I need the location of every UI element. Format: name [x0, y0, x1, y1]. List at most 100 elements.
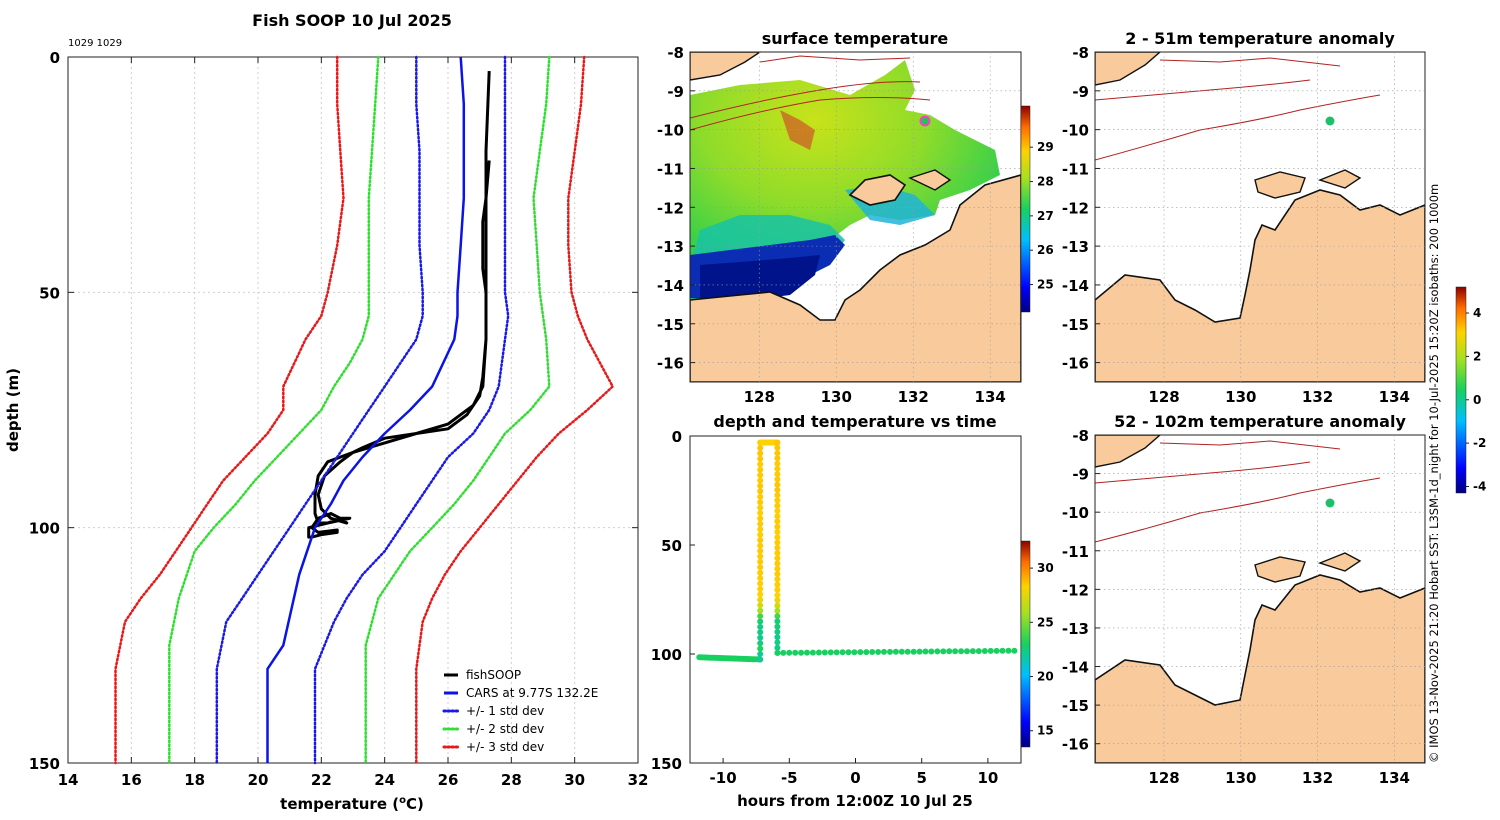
profile-xtick-label: 28 [501, 771, 522, 789]
dt-point [863, 649, 870, 656]
map-ytick-label: -16 [657, 355, 684, 373]
map-ytick-label: -14 [657, 277, 684, 295]
sst-colorbar-tick-label: 26 [1037, 243, 1054, 257]
dt-point [757, 482, 764, 489]
dt-point [774, 497, 781, 504]
dt-point [934, 648, 941, 655]
dt-point [981, 648, 988, 654]
sst-colorbar-tick-label: 27 [1037, 209, 1054, 223]
map-ytick-label: -14 [1062, 659, 1089, 677]
dt-point [757, 520, 764, 527]
map-ytick-label: -14 [1062, 277, 1089, 295]
map-xtick-label: 132 [898, 388, 929, 406]
sst-isobath [690, 97, 931, 131]
dt-point [916, 648, 923, 655]
map-xtick-label: 134 [975, 388, 1006, 406]
map-ytick-label: -15 [1062, 316, 1089, 334]
dt-point [774, 486, 781, 493]
profile-xtick-label: 30 [564, 771, 585, 789]
dt-point [757, 623, 764, 630]
map-ytick-label: -11 [657, 160, 684, 178]
dt-point [774, 544, 781, 551]
copyright-note: © IMOS 13-Nov-2025 21:20 Hobart SST: L3S… [1427, 184, 1441, 763]
anom1-cast-marker [1325, 116, 1335, 126]
map-ytick-label: -12 [1062, 199, 1089, 217]
map-ytick-label: -11 [1062, 543, 1089, 561]
profile-series [114, 55, 614, 765]
anom1-title: 2 - 51m temperature anomaly [1125, 29, 1395, 48]
anomaly-colorbar-tick-label: -2 [1473, 436, 1486, 450]
dt-point [757, 542, 764, 549]
sst-field [690, 52, 1021, 382]
dt-point [757, 607, 764, 614]
map-ytick-label: -10 [1062, 122, 1089, 140]
legend-label: +/- 1 std dev [466, 704, 544, 718]
dt-ytick-label: 50 [661, 537, 682, 555]
dt-point [774, 623, 781, 630]
map-xtick-label: 132 [1302, 769, 1333, 787]
dt-point [809, 649, 816, 656]
dt-point [839, 649, 846, 656]
dt-point [952, 648, 959, 655]
map-xtick-label: 130 [821, 388, 852, 406]
dt-point [774, 571, 781, 577]
map-xtick-label: 130 [1225, 388, 1256, 406]
map-ytick-label: -9 [1072, 466, 1089, 484]
dt-point [757, 526, 764, 533]
map-ytick-label: -11 [1062, 160, 1089, 178]
anomaly-colorbar-tick-label: 4 [1473, 306, 1481, 320]
map-ytick-label: -10 [657, 122, 684, 140]
legend-label: fishSOOP [466, 668, 521, 682]
dt-point [774, 592, 781, 599]
dt-point [774, 550, 781, 556]
map-xtick-label: 130 [1225, 769, 1256, 787]
series-std1 [215, 55, 424, 765]
dt-title: depth and temperature vs time [713, 412, 996, 431]
profile-ylabel: depth (m) [4, 368, 22, 452]
dt-point [757, 640, 764, 647]
profile-subtitle: 1029 1029 [68, 38, 122, 49]
map-xtick-label: 134 [1379, 388, 1410, 406]
anom2-cast-marker [1325, 498, 1335, 508]
dt-point [999, 647, 1006, 654]
dt-point [774, 576, 781, 583]
dt-point [833, 649, 840, 656]
dt-point [804, 649, 810, 656]
series-std2 [168, 55, 380, 765]
dt-point [1011, 647, 1018, 654]
map-xtick-label: 134 [1379, 769, 1410, 787]
dt-point [969, 648, 976, 655]
map-ytick-label: -13 [1062, 238, 1089, 256]
dt-point [774, 455, 781, 462]
dt-point [757, 591, 764, 598]
dt-point [774, 618, 781, 625]
dt-point [757, 575, 764, 582]
dt-ytick-label: 100 [651, 646, 682, 664]
anom1-field [1095, 52, 1425, 382]
dt-point [757, 488, 764, 495]
anomaly-colorbar-tick-label: -4 [1473, 479, 1486, 493]
dt-series [696, 439, 1018, 663]
profile-xlabel-degree: o [399, 795, 406, 806]
legend-label: +/- 3 std dev [466, 740, 544, 754]
dt-point [774, 613, 781, 620]
series-fishsoop [307, 71, 491, 539]
dt-point [757, 618, 764, 625]
dt-point [757, 580, 764, 587]
dt-point [774, 644, 781, 651]
anom2-title: 52 - 102m temperature anomaly [1114, 412, 1406, 431]
profile-xtick-label: 20 [248, 771, 269, 789]
profile-xtick-label: 16 [121, 771, 142, 789]
dt-point [780, 649, 787, 656]
map-ytick-label: -13 [657, 238, 684, 256]
dt-point [774, 444, 781, 451]
dt-point [975, 648, 982, 655]
dt-point [757, 450, 764, 457]
dt-point [757, 602, 764, 609]
profile-title: Fish SOOP 10 Jul 2025 [252, 11, 452, 30]
dt-xlabel: hours from 12:00Z 10 Jul 25 [737, 792, 973, 810]
dt-point [774, 481, 781, 488]
dt-point [757, 455, 764, 462]
profile-xlabel: temperature (oC) [280, 795, 424, 813]
